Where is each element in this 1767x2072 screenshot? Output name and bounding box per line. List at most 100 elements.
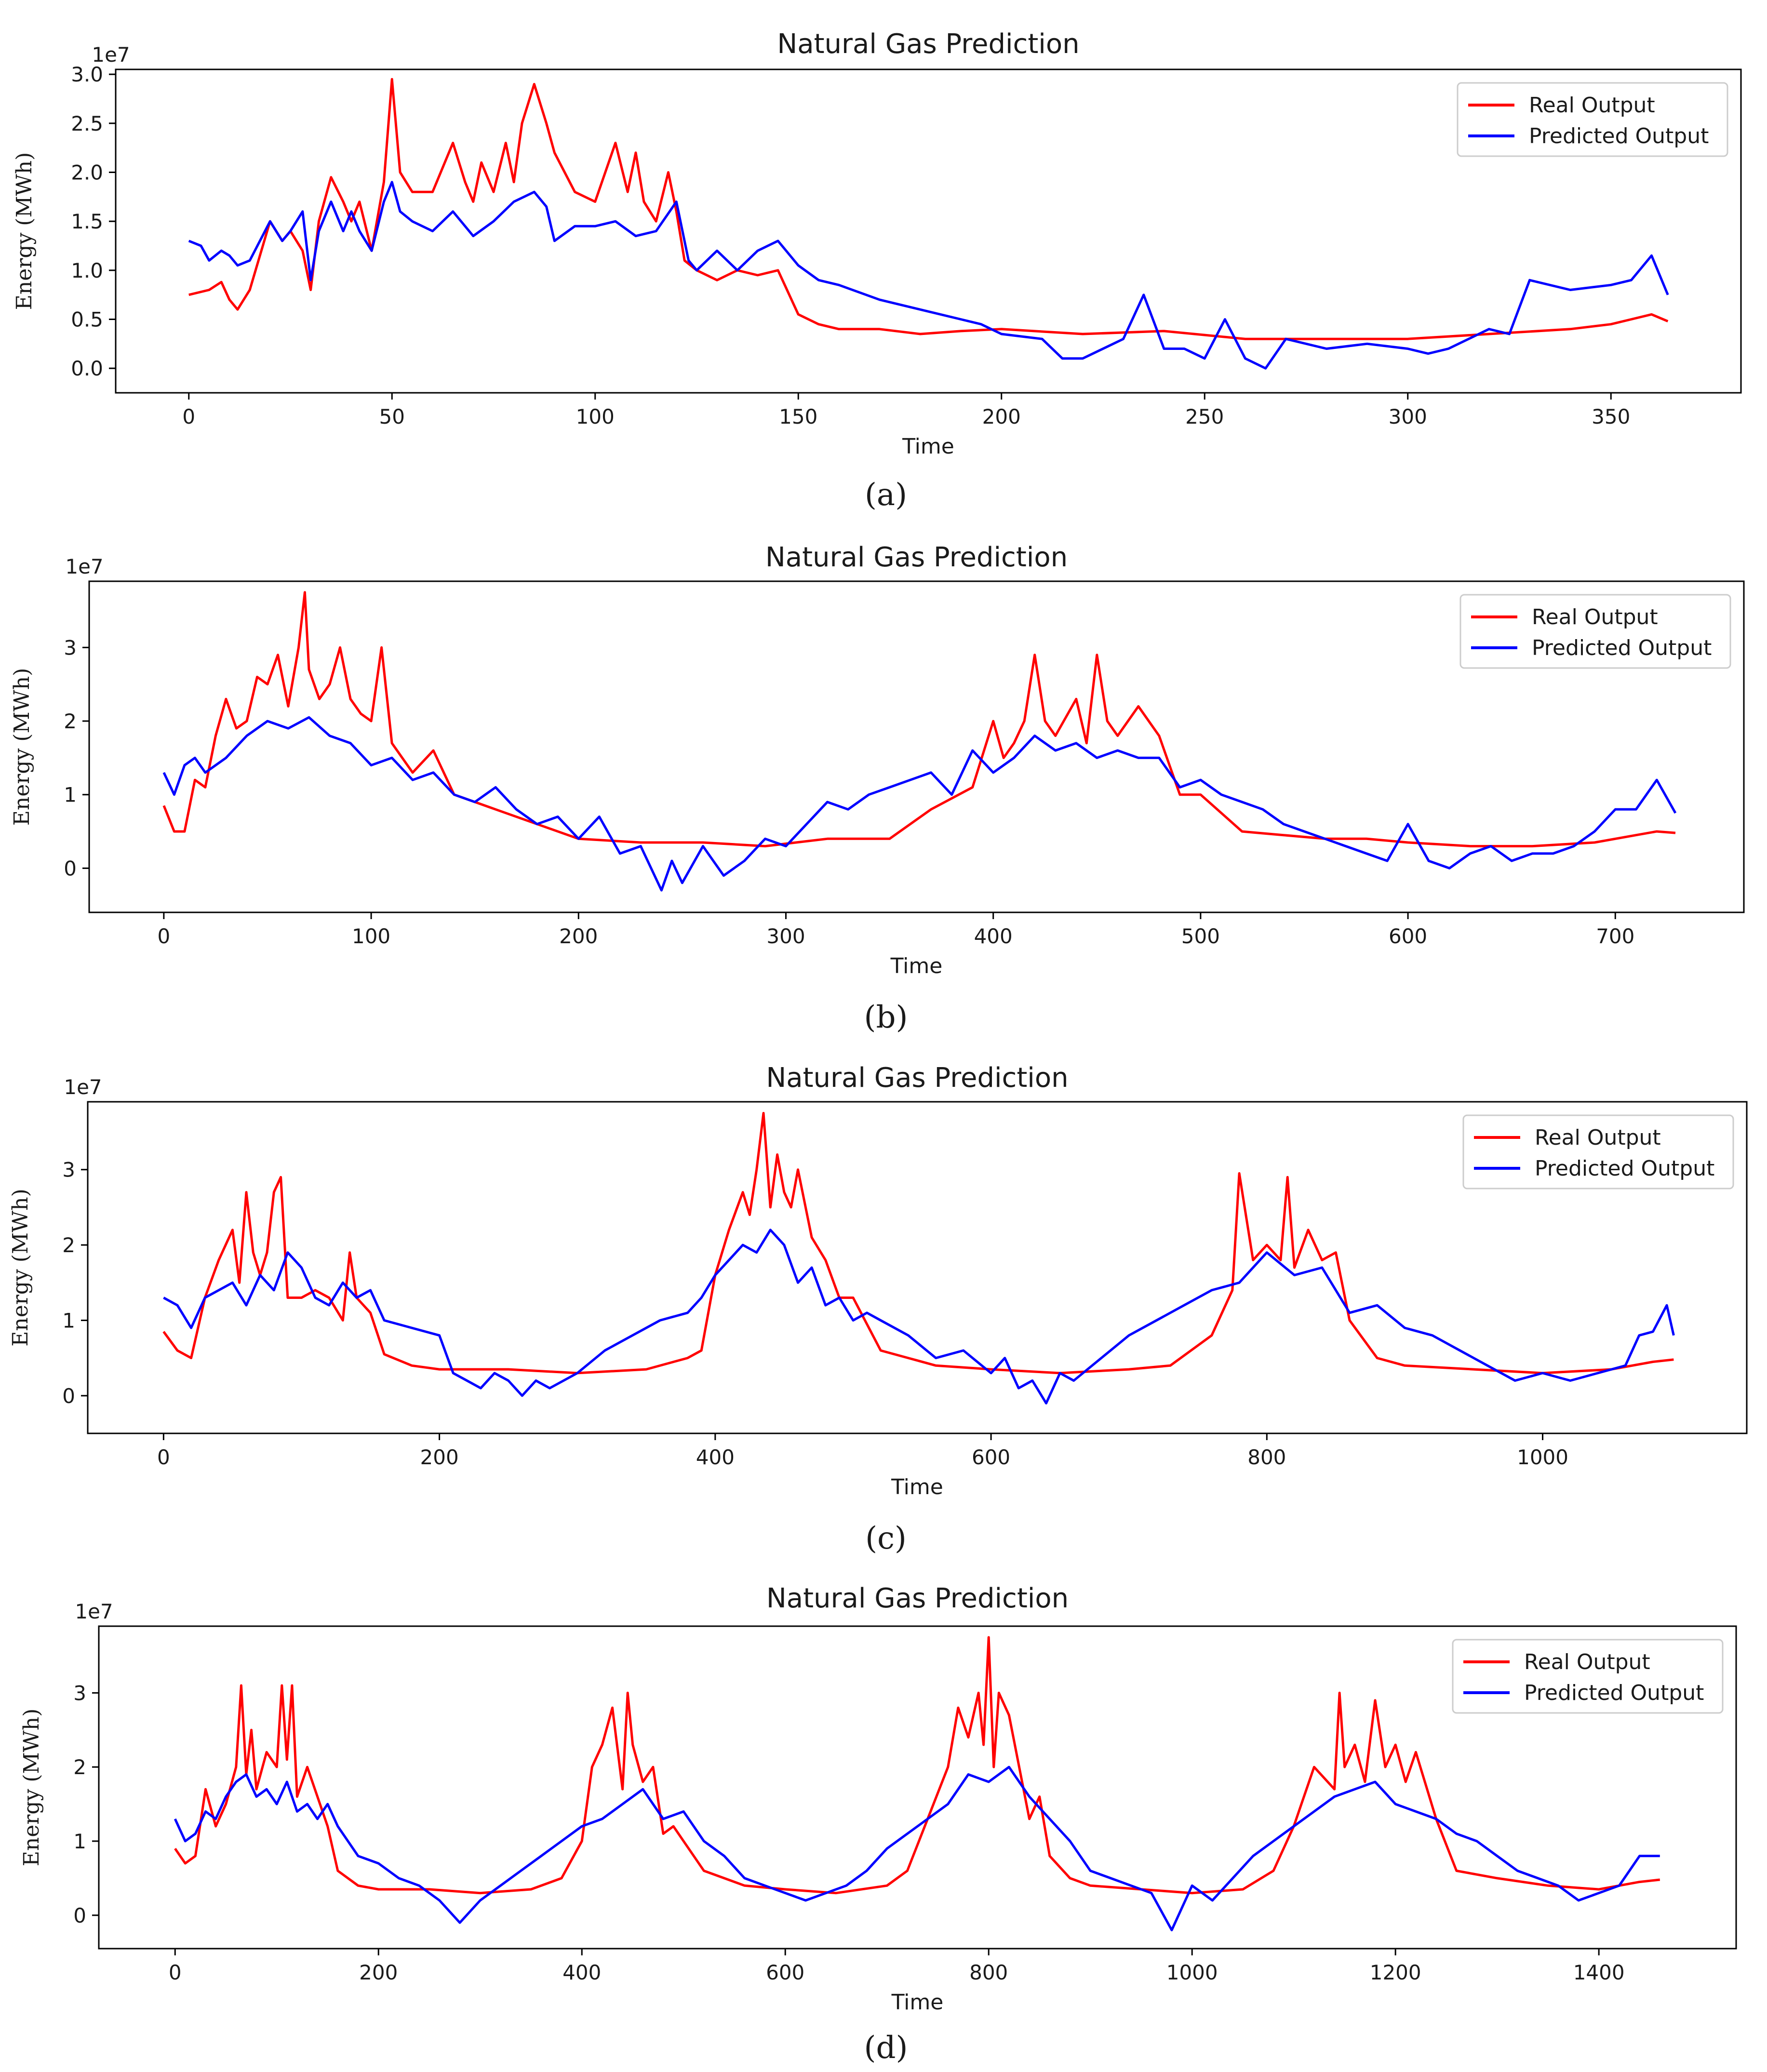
- plot-frame: [87, 1101, 1748, 1434]
- x-tick-label: 200: [359, 1961, 398, 1984]
- x-tick-label: 0: [158, 924, 171, 948]
- y-tick-label: 0.0: [71, 357, 103, 380]
- x-tick-label: 300: [1389, 405, 1427, 428]
- y-tick-label: 1: [64, 783, 77, 807]
- series-group: [174, 1636, 1660, 1932]
- y-tick-label: 3: [62, 1158, 75, 1182]
- x-tick-label: 250: [1185, 405, 1224, 428]
- chart-title: Natural Gas Prediction: [765, 542, 1068, 573]
- y-offset-label: 1e7: [65, 555, 103, 578]
- x-tick-label: 1400: [1573, 1961, 1625, 1984]
- legend-label-predicted-output: Predicted Output: [1529, 124, 1709, 148]
- chart-panel-c: Natural Gas Prediction 0 200 400 600 800 1000 0…: [8, 1062, 1748, 1556]
- x-tick-label: 800: [1247, 1445, 1286, 1469]
- x-tick-label: 400: [974, 924, 1013, 948]
- y-tick-label: 0: [73, 1904, 86, 1927]
- chart-panel-a: Natural Gas Prediction 0 50 100 150 200 250 300…: [12, 28, 1742, 513]
- chart-panel-d: Natural Gas Prediction 0 200 400 600 800 1000 1…: [19, 1583, 1737, 2066]
- x-tick-label: 600: [1389, 924, 1427, 948]
- x-tick-label: 200: [420, 1445, 459, 1469]
- y-tick-label: 2: [64, 709, 77, 733]
- legend-label-predicted-output: Predicted Output: [1535, 1156, 1714, 1181]
- panel-caption: (b): [864, 1000, 908, 1035]
- legend-label-real-output: Real Output: [1532, 605, 1658, 629]
- x-tick-label: 200: [982, 405, 1021, 428]
- x-tick-label: 600: [766, 1961, 804, 1984]
- legend-box: [1457, 82, 1728, 157]
- series-line-predicted-output: [188, 181, 1669, 370]
- y-tick-label: 2: [73, 1755, 86, 1779]
- y-tick-label: 3: [73, 1681, 86, 1705]
- y-axis-label: Energy (MWh): [10, 668, 34, 826]
- legend-box: [1459, 594, 1731, 669]
- x-tick-label: 800: [969, 1961, 1008, 1984]
- x-tick-label: 700: [1596, 924, 1634, 948]
- plot-frame: [88, 580, 1745, 913]
- x-tick-label: 200: [559, 924, 598, 948]
- x-tick-label: 0: [169, 1961, 182, 1984]
- y-axis-label: Energy (MWh): [19, 1709, 44, 1867]
- series-line-predicted-output: [162, 716, 1677, 892]
- x-tick-label: 1000: [1166, 1961, 1218, 1984]
- legend-box: [1462, 1114, 1734, 1190]
- y-offset-label: 1e7: [92, 43, 130, 67]
- y-tick-label: 1: [62, 1309, 75, 1332]
- y-tick-label: 2.5: [71, 112, 103, 135]
- y-tick-label: 0.5: [71, 308, 103, 332]
- x-axis-label: Time: [902, 434, 954, 459]
- x-tick-label: 1000: [1517, 1445, 1568, 1469]
- y-tick-label: 3.0: [71, 63, 103, 86]
- x-tick-label: 400: [696, 1445, 735, 1469]
- x-tick-label: 350: [1592, 405, 1630, 428]
- legend-label-predicted-output: Predicted Output: [1524, 1681, 1704, 1705]
- x-tick-label: 500: [1181, 924, 1220, 948]
- series-line-real-output: [174, 1636, 1660, 1895]
- x-tick-label: 400: [562, 1961, 601, 1984]
- legend: Real Output Predicted Output: [1462, 1114, 1734, 1190]
- y-tick-label: 0: [62, 1384, 75, 1408]
- y-tick-label: 2.0: [71, 161, 103, 185]
- series-line-real-output: [162, 1112, 1674, 1375]
- plot-frame: [115, 68, 1742, 394]
- series-group: [162, 591, 1677, 892]
- chart-title: Natural Gas Prediction: [766, 1062, 1068, 1094]
- y-tick-label: 2: [62, 1233, 75, 1257]
- series-line-predicted-output: [163, 1229, 1675, 1404]
- x-tick-label: 50: [379, 405, 405, 428]
- y-axis-label: Energy (MWh): [8, 1189, 33, 1347]
- series-line-real-output: [162, 591, 1676, 848]
- x-tick-label: 0: [157, 1445, 170, 1469]
- plot-frame: [98, 1625, 1737, 1950]
- y-tick-label: 3: [64, 636, 77, 659]
- x-tick-label: 300: [766, 924, 805, 948]
- series-line-real-output: [188, 78, 1669, 340]
- legend-label-real-output: Real Output: [1524, 1650, 1650, 1674]
- y-axis-label: Energy (MWh): [12, 152, 37, 310]
- x-axis-label: Time: [891, 1990, 944, 2015]
- series-group: [188, 78, 1669, 370]
- legend-box: [1452, 1639, 1724, 1714]
- y-offset-label: 1e7: [64, 1075, 102, 1099]
- chart-title: Natural Gas Prediction: [777, 28, 1079, 60]
- legend: Real Output Predicted Output: [1457, 82, 1728, 157]
- chart-panel-b: Natural Gas Prediction 0 100 200 300 400 500 60…: [10, 542, 1745, 1035]
- panel-caption: (c): [865, 1521, 907, 1556]
- y-tick-label: 1: [73, 1830, 86, 1853]
- x-tick-label: 1200: [1370, 1961, 1421, 1984]
- legend-label-predicted-output: Predicted Output: [1532, 636, 1712, 660]
- x-tick-label: 0: [182, 405, 195, 428]
- y-offset-label: 1e7: [75, 1600, 113, 1623]
- legend-label-real-output: Real Output: [1535, 1125, 1661, 1150]
- legend-label-real-output: Real Output: [1529, 93, 1655, 118]
- x-tick-label: 100: [576, 405, 615, 428]
- series-line-predicted-output: [174, 1765, 1660, 1932]
- y-tick-label: 0: [64, 856, 77, 880]
- x-tick-label: 100: [352, 924, 390, 948]
- x-tick-label: 150: [779, 405, 817, 428]
- y-tick-label: 1.0: [71, 259, 103, 282]
- chart-title: Natural Gas Prediction: [766, 1583, 1069, 1614]
- series-group: [162, 1112, 1675, 1404]
- panel-caption: (d): [864, 2030, 908, 2066]
- x-axis-label: Time: [891, 1475, 943, 1499]
